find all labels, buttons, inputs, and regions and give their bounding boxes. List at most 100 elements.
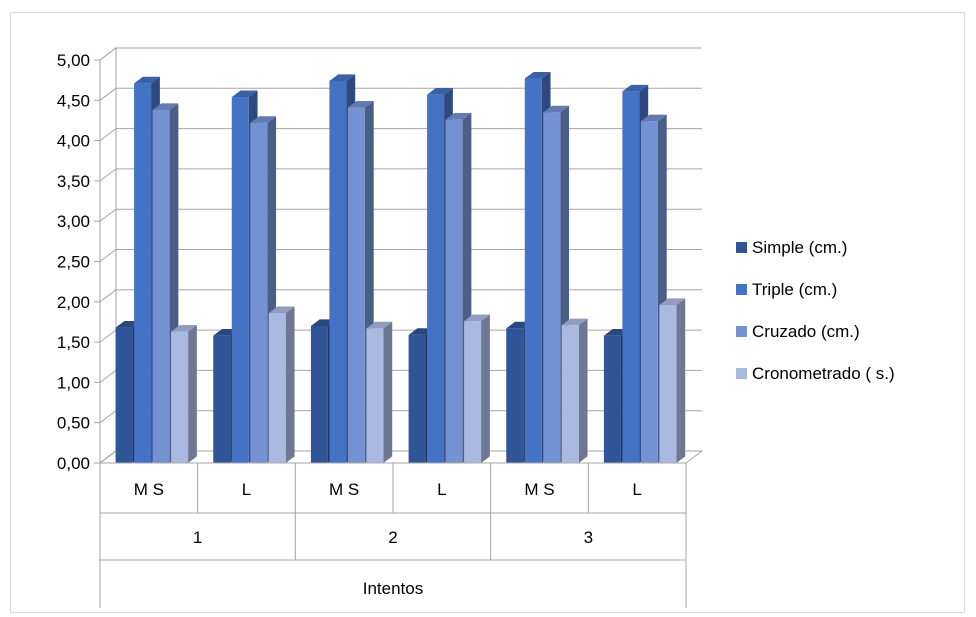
x-axis: M S L M S L M S L 1 2 3 Intentos xyxy=(99,462,687,608)
bar-top xyxy=(250,116,277,123)
bar-top xyxy=(329,74,356,81)
gridline xyxy=(99,128,702,142)
x-tick-label: L xyxy=(437,480,446,499)
legend: Simple (cm.) Triple (cm.) Cruzado (cm.) Cro… xyxy=(736,238,895,383)
bar-side xyxy=(383,321,393,463)
bar-top xyxy=(134,76,160,84)
bar-front xyxy=(366,328,384,463)
x-group-label: 1 xyxy=(193,528,202,547)
legend-entry: Cronometrado ( s.) xyxy=(736,364,895,383)
x-tick-label: M S xyxy=(524,480,554,499)
legend-swatch xyxy=(736,368,747,379)
bar xyxy=(366,321,393,463)
y-tick-label: 1,50 xyxy=(57,333,90,352)
y-tick-label: 0,50 xyxy=(57,414,90,433)
bar-front xyxy=(213,335,231,463)
bar-front xyxy=(134,83,152,464)
bar-top xyxy=(464,314,490,322)
bar-front xyxy=(231,97,249,464)
gridline xyxy=(99,47,702,61)
legend-label: Simple (cm.) xyxy=(752,238,847,257)
bar-side xyxy=(188,325,197,463)
y-tick-label: 2,50 xyxy=(57,253,90,272)
bar-top xyxy=(152,103,179,110)
bar xyxy=(659,298,686,463)
bar-side xyxy=(578,318,588,463)
bar-front xyxy=(347,107,365,463)
chart-frame xyxy=(10,12,965,613)
y-tick-label: 5,00 xyxy=(57,51,90,70)
bar-front xyxy=(506,328,524,463)
bar-front xyxy=(171,331,189,463)
bar-side xyxy=(285,306,295,463)
x-tick-label: L xyxy=(242,480,251,499)
x-tick-label: M S xyxy=(329,480,359,499)
bar-front xyxy=(561,325,579,463)
gridline xyxy=(99,249,702,262)
x-axis-title: Intentos xyxy=(363,579,424,598)
bar-front xyxy=(310,325,328,463)
x-group-label: 2 xyxy=(388,528,397,547)
bar-front xyxy=(250,122,268,464)
y-tick-label: 2,00 xyxy=(57,293,90,312)
legend-entry: Simple (cm.) xyxy=(736,238,847,257)
bar-top xyxy=(561,318,588,326)
x-group-label: 3 xyxy=(584,528,593,547)
bar-top xyxy=(268,306,295,314)
bar-front xyxy=(427,94,445,464)
bar-front xyxy=(603,335,621,463)
gridline xyxy=(99,208,702,222)
y-tick-label: 3,50 xyxy=(57,172,90,191)
bar-side xyxy=(481,314,490,463)
bars xyxy=(115,71,686,464)
bar-top xyxy=(171,325,197,332)
bar-top xyxy=(347,100,374,108)
bar-front xyxy=(329,80,347,464)
bar-top xyxy=(622,84,649,92)
bar-front xyxy=(115,327,133,463)
bar xyxy=(268,306,295,463)
bar-side xyxy=(676,298,686,463)
bar-top xyxy=(640,114,667,122)
bar-front xyxy=(524,78,542,464)
y-axis: 0,00 0,50 1,00 1,50 2,00 2,50 3,00 3,50 4,00 4,50… xyxy=(57,51,101,473)
bar-front xyxy=(152,109,170,464)
x-tick-label: M S xyxy=(134,480,164,499)
bar-top xyxy=(543,105,570,113)
gridline xyxy=(99,168,702,182)
legend-label: Triple (cm.) xyxy=(752,280,837,299)
legend-entry: Triple (cm.) xyxy=(736,280,837,299)
bar-front xyxy=(543,112,561,463)
bar-front xyxy=(408,334,426,463)
gridline xyxy=(99,87,702,101)
bar-front xyxy=(640,121,658,464)
legend-swatch xyxy=(736,326,747,337)
bar-top xyxy=(445,113,472,120)
y-tick-label: 4,50 xyxy=(57,91,90,110)
legend-entry: Cruzado (cm.) xyxy=(736,322,860,341)
legend-label: Cruzado (cm.) xyxy=(752,322,860,341)
gridline xyxy=(99,289,702,303)
y-tick-label: 4,00 xyxy=(57,132,90,151)
bar-front xyxy=(622,91,640,464)
bar-top xyxy=(231,90,258,98)
legend-swatch xyxy=(736,284,747,295)
bar-front xyxy=(445,119,463,464)
bar xyxy=(561,318,588,463)
bar-front xyxy=(659,305,677,463)
bar-top xyxy=(366,321,393,329)
bar-front xyxy=(464,321,482,463)
bar-top xyxy=(659,298,686,306)
legend-swatch xyxy=(736,242,747,253)
legend-label: Cronometrado ( s.) xyxy=(752,364,895,383)
bar-top xyxy=(524,71,551,79)
bar-front xyxy=(268,313,286,463)
y-tick-label: 1,00 xyxy=(57,373,90,392)
x-tick-label: L xyxy=(632,480,641,499)
y-tick-label: 0,00 xyxy=(57,454,90,473)
bar-top xyxy=(427,88,453,95)
y-tick-label: 3,00 xyxy=(57,212,90,231)
bar xyxy=(171,325,197,463)
bar xyxy=(464,314,490,463)
